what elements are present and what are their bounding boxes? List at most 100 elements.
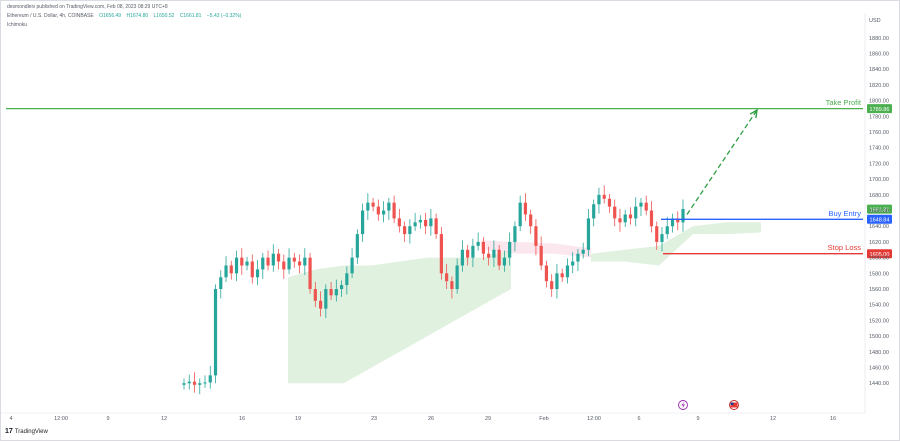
candle-body [670, 218, 675, 227]
x-tick-label: 9 [696, 416, 699, 422]
current-price-tag-bg [867, 204, 892, 214]
y-tick-label: 1620.00 [869, 240, 889, 246]
y-tick-label: 1820.00 [869, 83, 889, 89]
stop-loss-tag-bg [867, 249, 892, 259]
y-tick-label: 1680.00 [869, 193, 889, 199]
stop-loss-tag: 1605.00 [870, 252, 890, 258]
candle-body [250, 261, 254, 278]
candle-body [665, 226, 669, 235]
y-tick-label: 1880.00 [869, 36, 889, 42]
y-tick-label: 1800.00 [869, 99, 889, 105]
candle-body [282, 261, 286, 270]
projection-arrow-head [749, 108, 758, 119]
candle-body [329, 289, 333, 296]
y-tick-label: 1640.00 [869, 224, 889, 230]
candle-body [208, 375, 212, 383]
publisher-line: desmondleiv published on TradingView.com… [7, 4, 168, 10]
candle-body [644, 202, 648, 211]
current-price-tag: 1661.81 [870, 207, 890, 213]
tv-logo-text: TradingView [14, 428, 48, 435]
x-tick-label: 16 [239, 416, 245, 422]
y-tick-label: 1600.00 [869, 256, 889, 262]
candle-body [318, 300, 323, 309]
y-tick-label: 1500.00 [869, 334, 889, 340]
candle-body [229, 265, 233, 274]
open-value: O1656.49 [99, 13, 122, 19]
candle-body [376, 206, 380, 215]
x-tick-label: 12 [161, 416, 167, 422]
cloud-green-recent [591, 222, 761, 266]
candle-body [623, 214, 627, 223]
candle-body [544, 265, 549, 282]
candle-body [618, 218, 622, 223]
candle-body [387, 202, 391, 211]
candle-body [466, 249, 470, 258]
candle-body [502, 257, 507, 266]
tradingview-logo[interactable]: 17 TradingView [5, 428, 48, 435]
x-tick-label: 9 [106, 416, 109, 422]
candle-body [382, 210, 386, 215]
y-tick-label: 1740.00 [869, 146, 889, 152]
candle-body [597, 194, 601, 205]
candle-body [581, 249, 585, 254]
candle-body [676, 218, 680, 223]
candle-body [655, 226, 659, 242]
candle-body [529, 214, 533, 227]
candle-body [203, 382, 207, 384]
candle-body [308, 257, 312, 290]
take-profit-tag-bg [867, 104, 892, 114]
candle-body [481, 241, 485, 254]
candle-body [460, 249, 464, 266]
candle-body [450, 281, 454, 290]
candle-body [602, 194, 606, 199]
x-tick-label: 29 [485, 416, 491, 422]
candle-body [497, 249, 501, 266]
candle-body [240, 257, 244, 266]
candle-body [360, 210, 365, 235]
x-tick-label: 26 [428, 416, 434, 422]
change-value: −5.43 (−0.32%) [206, 13, 242, 19]
buy-entry-tag-bg [867, 214, 892, 224]
candle-body [592, 204, 596, 219]
candle-body [187, 381, 191, 384]
candle-body [429, 218, 433, 227]
y-tick-label: 1440.00 [869, 381, 889, 387]
candle-body [571, 261, 575, 266]
candle-body [334, 289, 338, 296]
take-profit-tag: 1789.86 [870, 107, 890, 113]
candle-body [476, 241, 480, 246]
candle-body [313, 289, 317, 301]
x-tick-label: 4 [9, 416, 12, 422]
y-tick-label: 1460.00 [869, 366, 889, 372]
x-tick-label: 19 [295, 416, 301, 422]
candle-body [392, 202, 396, 219]
cloud-green-main [288, 249, 511, 384]
candle-body [266, 257, 270, 266]
y-tick-label: 1660.00 [869, 209, 889, 215]
x-tick-label: 12:00 [54, 416, 68, 422]
candle-body [303, 257, 307, 266]
candle-body [487, 253, 491, 258]
candle-body [213, 289, 218, 376]
symbol-name[interactable]: Ethereum / U.S. Dollar, 4h, COINBASE [7, 13, 94, 19]
candle-body [639, 202, 643, 207]
candle-body [245, 261, 249, 266]
candle-body [607, 198, 612, 207]
y-tick-label: 1840.00 [869, 67, 889, 73]
x-tick-label: Feb [539, 416, 548, 422]
candle-body [445, 273, 449, 282]
candle-body [371, 202, 375, 207]
candle-body [413, 222, 417, 227]
indicator-label[interactable]: Ichimoku [7, 22, 28, 28]
y-tick-label: 1860.00 [869, 52, 889, 58]
candle-body [539, 245, 543, 266]
candle-body [471, 245, 475, 258]
candle-body [576, 253, 580, 262]
y-tick-label: 1480.00 [869, 350, 889, 356]
lightning-glyph [681, 401, 685, 409]
candle-body [276, 253, 281, 262]
candle-body [565, 265, 570, 278]
candle-body [182, 383, 186, 385]
candle-body [518, 202, 522, 227]
